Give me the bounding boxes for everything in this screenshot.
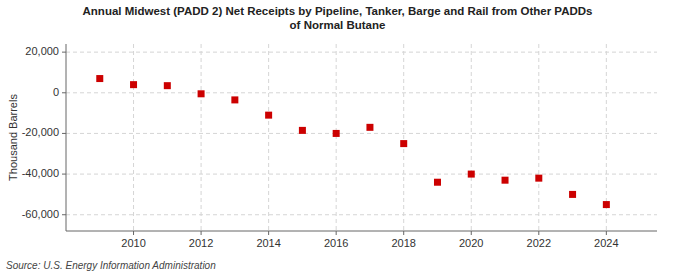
source: Source: U.S. Energy Information Administ… <box>6 260 216 271</box>
point <box>130 81 137 88</box>
x-grid-line <box>471 44 472 231</box>
y-tick <box>62 52 66 53</box>
point <box>400 140 407 147</box>
y-grid-line <box>66 174 657 175</box>
grid <box>66 44 657 231</box>
x-tick-label: 2024 <box>594 237 618 249</box>
y-tick <box>62 133 66 134</box>
x-grid-line <box>403 44 404 231</box>
point <box>603 201 610 208</box>
y-grid-line <box>66 133 657 134</box>
x-grid-line <box>133 44 134 231</box>
y-grid-line <box>66 52 657 53</box>
x-grid-line <box>336 44 337 231</box>
x-tick-label: 2012 <box>189 237 213 249</box>
x-tick <box>403 231 404 235</box>
y-axis-line <box>66 44 67 231</box>
x-grid-line <box>538 44 539 231</box>
x-tick-label: 2010 <box>121 237 145 249</box>
point <box>569 191 576 198</box>
point <box>366 124 373 131</box>
point <box>231 96 238 103</box>
y-grid-line <box>66 92 657 93</box>
point <box>96 75 103 82</box>
point <box>198 90 205 97</box>
x-tick-label: 2020 <box>459 237 483 249</box>
x-tick <box>336 231 337 235</box>
point <box>535 175 542 182</box>
title-line: of Normal Butane <box>290 19 386 31</box>
x-tick <box>268 231 269 235</box>
point <box>434 179 441 186</box>
x-tick <box>606 231 607 235</box>
x-tick-label: 2016 <box>324 237 348 249</box>
y-axis-label: Thousand Barrels <box>7 94 19 181</box>
y-tick-label: -60,000 <box>22 208 59 220</box>
axes: -60,000 -40,000 -20,000 0 20,000 2010 2012 2014… <box>22 44 657 249</box>
y-tick <box>62 174 66 175</box>
x-tick-label: 2022 <box>527 237 551 249</box>
y-tick-label: 20,000 <box>25 45 59 57</box>
point <box>468 171 475 178</box>
point <box>164 82 171 89</box>
marks <box>96 75 610 208</box>
x-grid-line <box>268 44 269 231</box>
x-tick <box>133 231 134 235</box>
x-tick-label: 2014 <box>256 237 280 249</box>
title-line: Annual Midwest (PADD 2) Net Receipts by … <box>83 5 593 17</box>
y-tick <box>62 214 66 215</box>
point <box>299 127 306 134</box>
point <box>333 130 340 137</box>
x-tick <box>538 231 539 235</box>
x-tick <box>471 231 472 235</box>
x-tick-label: 2018 <box>391 237 415 249</box>
y-tick-label: 0 <box>53 86 59 98</box>
y-tick-label: -40,000 <box>22 167 59 179</box>
x-tick <box>201 231 202 235</box>
y-tick <box>62 92 66 93</box>
y-grid-line <box>66 214 657 215</box>
title: Annual Midwest (PADD 2) Net Receipts by … <box>83 5 593 31</box>
point <box>502 177 509 184</box>
x-grid-line <box>201 44 202 231</box>
x-axis-line <box>66 231 657 232</box>
chart: -60,000 -40,000 -20,000 0 20,000 2010 2012 2014… <box>0 0 675 275</box>
point <box>265 112 272 119</box>
y-tick-label: -20,000 <box>22 126 59 138</box>
